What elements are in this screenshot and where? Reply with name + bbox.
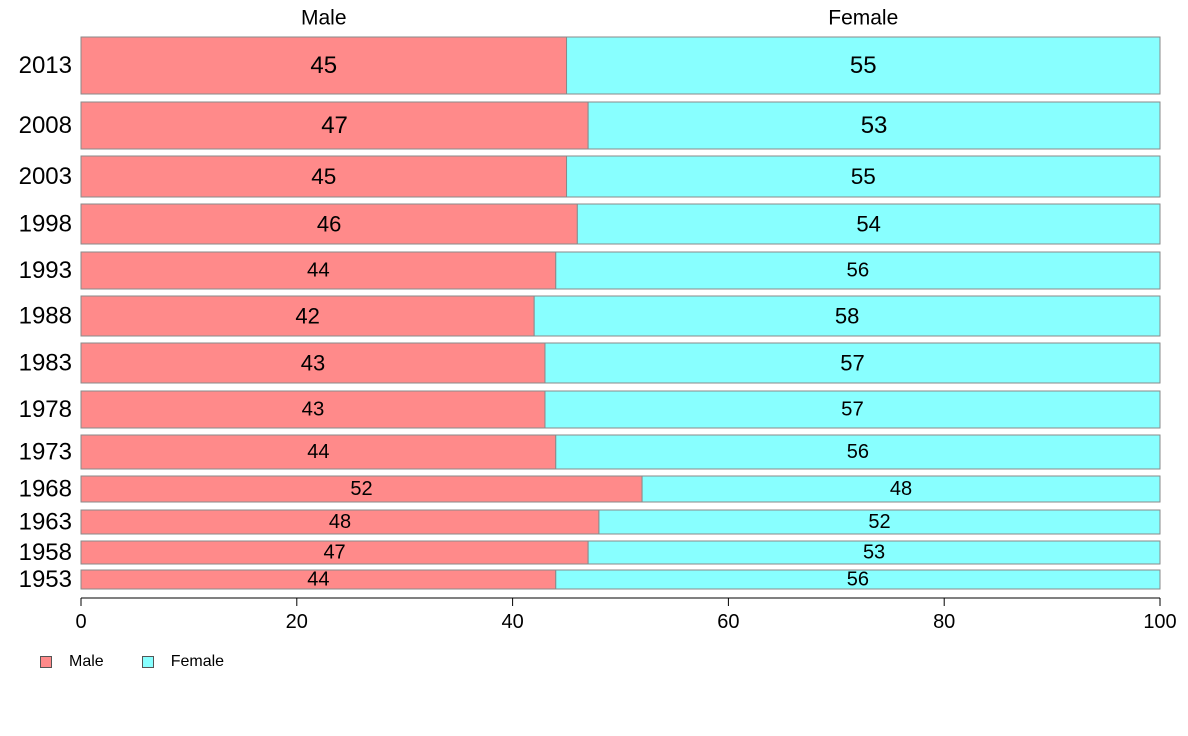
bar-male-2003 (80, 155, 568, 198)
bar-male-2013 (80, 36, 568, 95)
y-tick-label-1973: 1973 (19, 439, 72, 466)
bar-female-1963 (598, 509, 1161, 535)
data-label-female-2008: 53 (861, 112, 888, 139)
legend-item-female: Female (141, 653, 225, 671)
data-label-female-1978: 57 (841, 399, 864, 421)
bar-male-1973 (80, 434, 557, 470)
bar-male-1983 (80, 342, 546, 384)
y-tick-label-2013: 2013 (19, 52, 72, 79)
legend: Male Female (40, 653, 262, 671)
data-label-male-1963: 48 (329, 511, 351, 533)
data-label-female-1963: 52 (868, 511, 890, 533)
bar-female-2003 (566, 155, 1161, 198)
data-label-female-2013: 55 (850, 52, 877, 79)
data-label-female-2003: 55 (851, 164, 876, 189)
data-label-male-1993: 44 (307, 260, 330, 282)
x-tick-label-20: 20 (286, 611, 308, 633)
y-tick-label-2008: 2008 (19, 112, 72, 139)
x-tick-label-60: 60 (717, 611, 739, 633)
data-label-male-2013: 45 (310, 52, 337, 79)
legend-swatch-male (40, 656, 52, 668)
data-label-female-1988: 58 (835, 304, 859, 329)
data-label-male-1978: 43 (302, 399, 325, 421)
data-label-female-1968: 48 (890, 478, 912, 500)
data-label-female-1953: 56 (847, 569, 869, 591)
bar-female-1978 (544, 390, 1161, 429)
data-label-female-1958: 53 (863, 542, 885, 564)
data-label-male-1973: 44 (307, 441, 329, 463)
y-tick-label-1968: 1968 (19, 476, 72, 503)
y-tick-label-1983: 1983 (19, 350, 72, 377)
column-header-male: Male (301, 7, 347, 30)
bar-female-1958 (587, 540, 1161, 565)
data-label-male-1953: 44 (307, 569, 329, 591)
y-tick-label-1993: 1993 (19, 257, 72, 284)
bar-female-1973 (555, 434, 1161, 470)
y-tick-label-1988: 1988 (19, 303, 72, 330)
data-label-male-1958: 47 (323, 542, 345, 564)
y-tick-label-1978: 1978 (19, 396, 72, 423)
data-label-male-2008: 47 (321, 112, 348, 139)
data-label-female-1983: 57 (840, 351, 864, 376)
y-tick-label-1958: 1958 (19, 539, 72, 566)
bar-female-1998 (576, 203, 1161, 245)
bar-female-2008 (587, 101, 1161, 150)
bar-male-1993 (80, 251, 557, 290)
y-tick-label-2003: 2003 (19, 163, 72, 190)
y-axis-labels: 2013 2008 2003 1998 1993 1988 1983 1978 1973 1968… (19, 52, 72, 593)
x-tick-label-100: 100 (1143, 611, 1176, 633)
y-tick-label-1998: 1998 (19, 211, 72, 238)
data-label-female-1993: 56 (847, 260, 870, 282)
column-header-female: Female (828, 7, 898, 30)
bar-female-1953 (555, 569, 1161, 590)
bar-male-1968 (80, 475, 643, 503)
column-headers: Male Female (301, 7, 898, 30)
data-label-male-1998: 46 (317, 212, 341, 237)
bar-male-1963 (80, 509, 600, 535)
bar-male-1998 (80, 203, 578, 245)
stacked-bar-chart: Male Female 45 55 47 53 45 55 46 54 44 56 42 58 43 57 4… (19, 7, 1177, 634)
bar-female-2013 (566, 36, 1161, 95)
data-label-female-1998: 54 (856, 212, 880, 237)
legend-label-male: Male (69, 653, 104, 670)
data-label-male-1968: 52 (350, 478, 372, 500)
x-axis: 0 20 40 60 80 100 (75, 597, 1177, 633)
legend-label-female: Female (170, 653, 225, 670)
bar-female-1988 (533, 295, 1161, 337)
data-label-male-2003: 45 (311, 164, 336, 189)
data-label-male-1988: 42 (295, 304, 319, 329)
bar-male-2008 (80, 101, 589, 150)
y-tick-label-1963: 1963 (19, 509, 72, 536)
x-tick-label-80: 80 (933, 611, 955, 633)
bar-female-1968 (641, 475, 1161, 503)
x-tick-label-40: 40 (501, 611, 523, 633)
legend-swatch-female (141, 656, 154, 668)
legend-item-male: Male (40, 653, 104, 671)
bar-female-1993 (555, 251, 1161, 290)
x-tick-label-0: 0 (75, 611, 86, 633)
data-label-male-1983: 43 (301, 351, 325, 376)
y-tick-label-1953: 1953 (19, 566, 72, 593)
bar-female-1983 (544, 342, 1161, 384)
data-label-female-1973: 56 (847, 441, 869, 463)
